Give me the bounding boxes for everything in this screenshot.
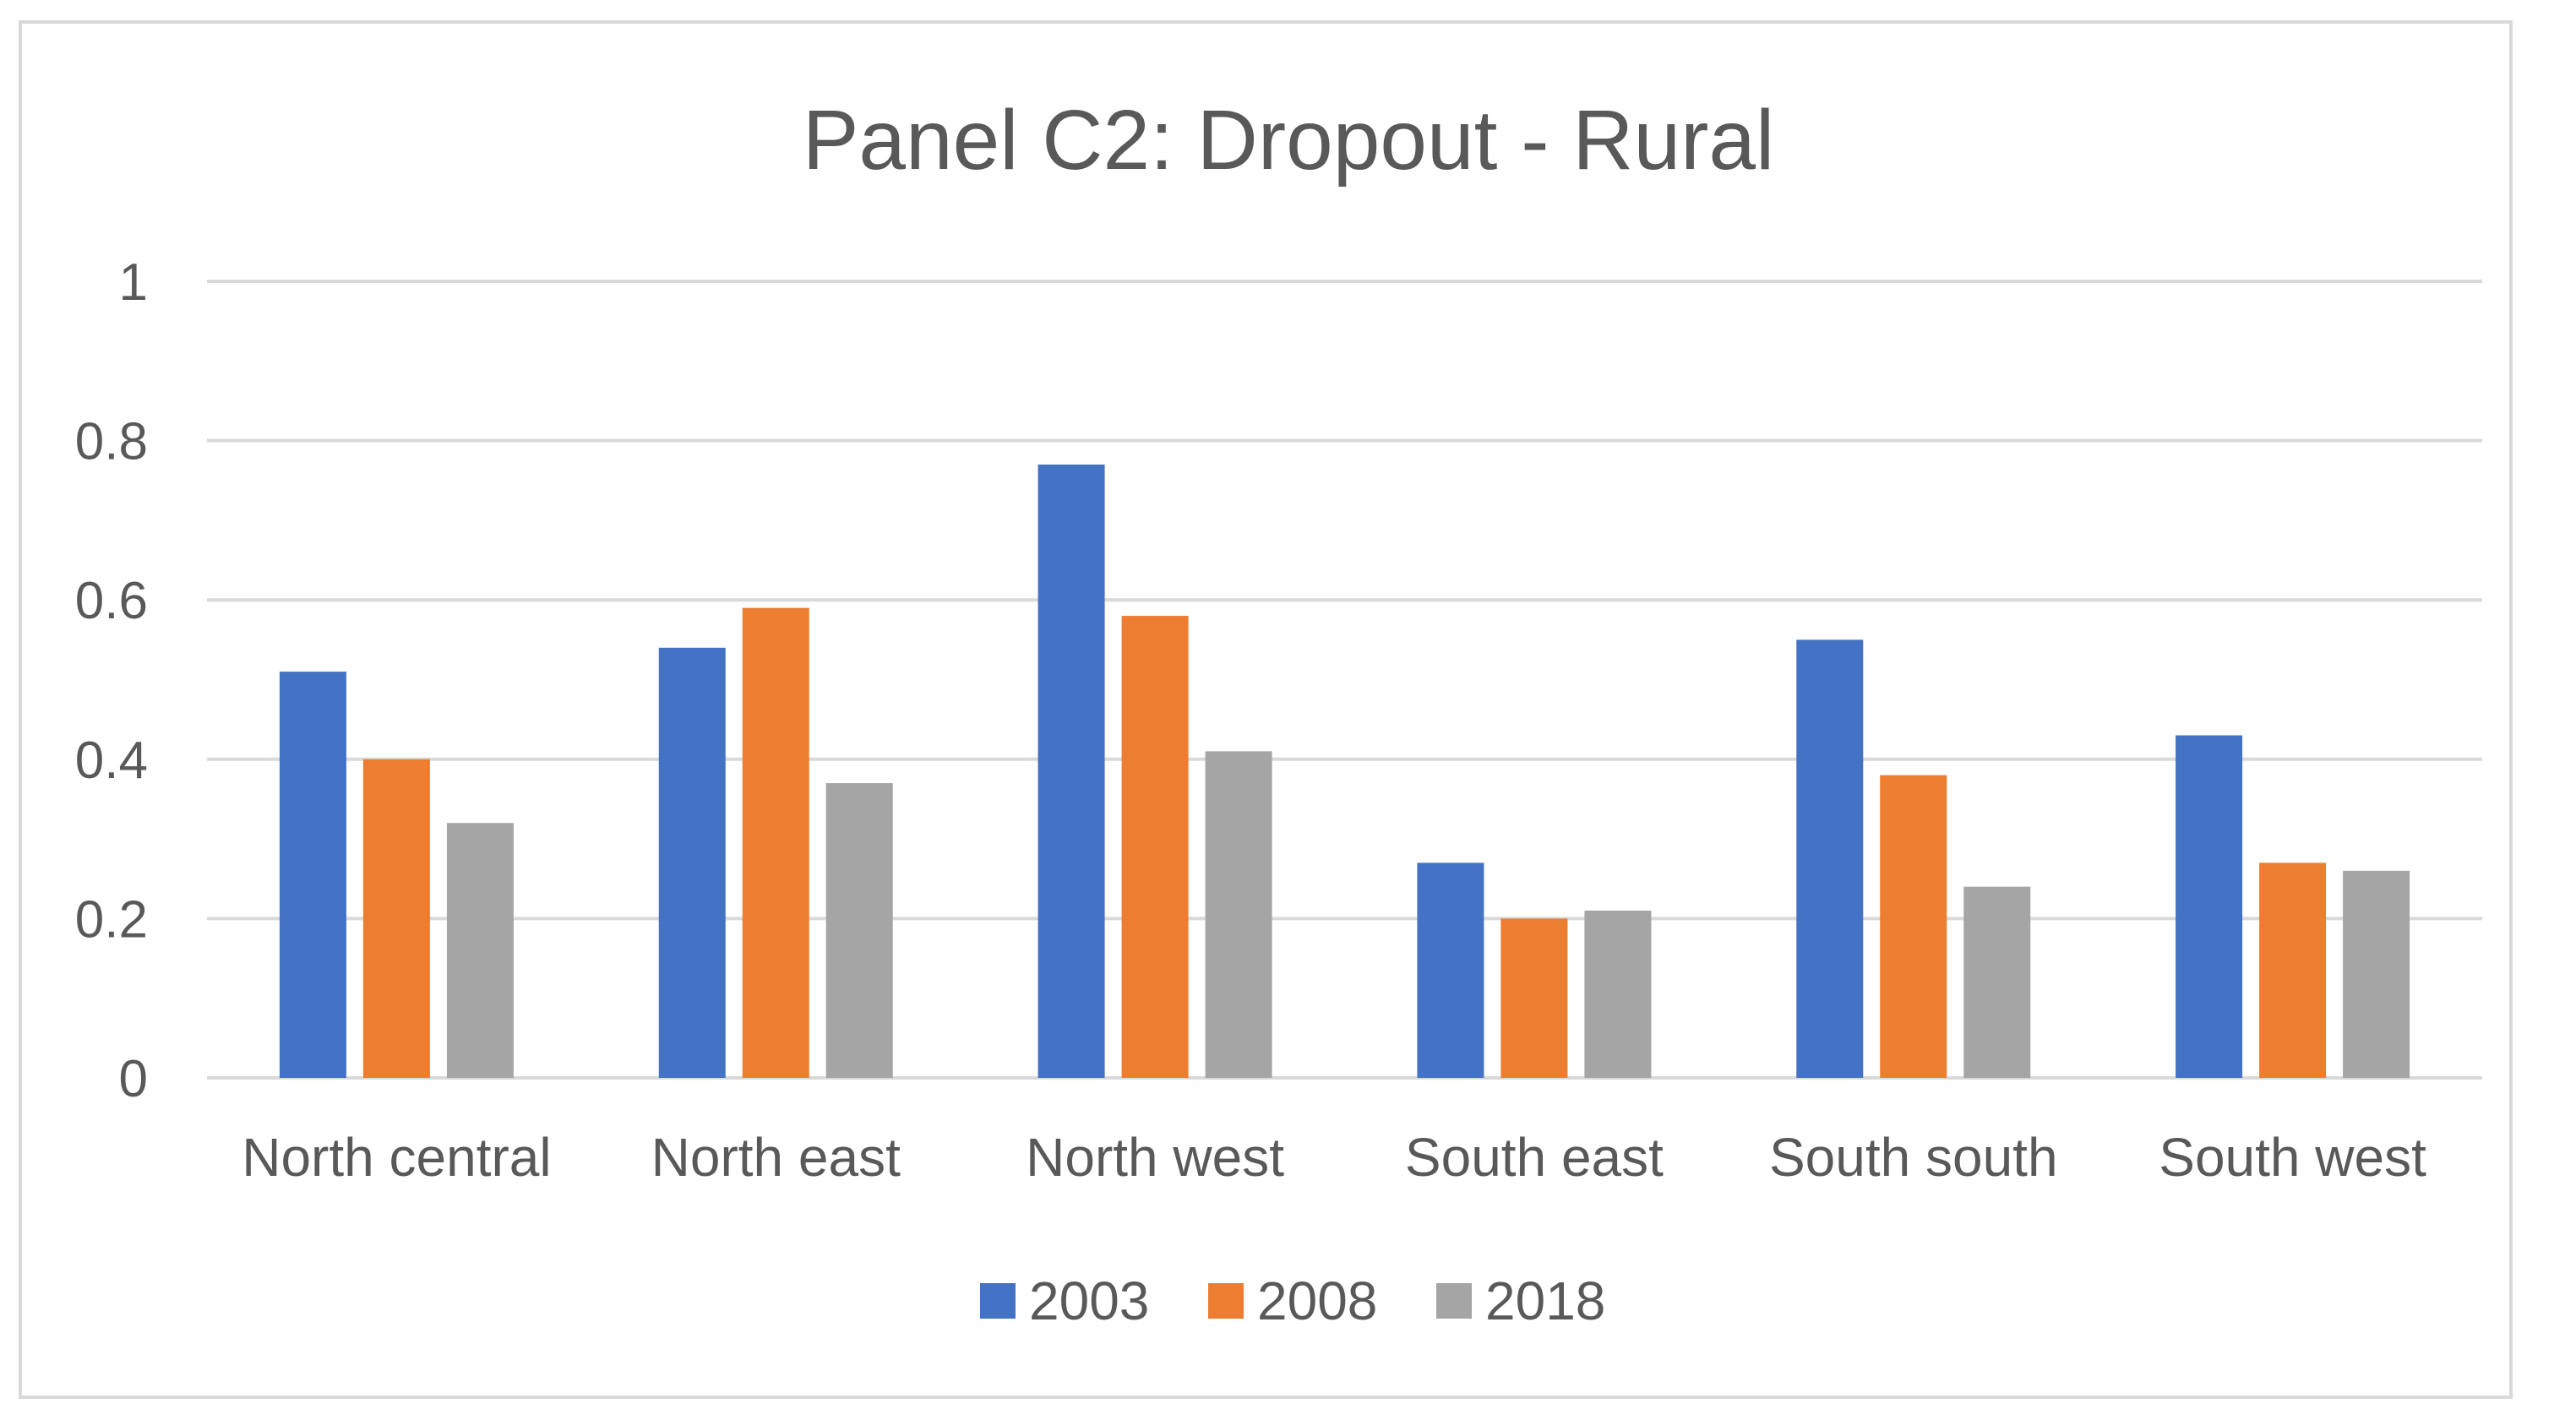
bar-2003-3 <box>1417 862 1484 1078</box>
bar-2003-1 <box>658 647 726 1078</box>
bar-2008-0 <box>362 759 430 1078</box>
x-category-label: South east <box>1405 1127 1664 1188</box>
y-tick-label: 0.2 <box>75 890 148 949</box>
y-tick-label: 0.8 <box>75 413 148 471</box>
bar-2018-5 <box>2343 870 2410 1078</box>
legend-swatch-2018 <box>1436 1283 1472 1319</box>
bar-2008-3 <box>1500 918 1568 1078</box>
legend-label: 2003 <box>1029 1270 1149 1331</box>
x-category-label: South south <box>1769 1127 2058 1188</box>
bar-2018-0 <box>446 823 514 1078</box>
x-category-label: North west <box>1026 1127 1284 1188</box>
y-tick-label: 1 <box>119 253 148 312</box>
x-category-label: South west <box>2159 1127 2426 1188</box>
bar-2008-4 <box>1880 775 1947 1078</box>
bar-2008-5 <box>2259 862 2327 1078</box>
bar-2018-2 <box>1205 751 1272 1078</box>
bar-2018-1 <box>825 783 893 1078</box>
x-axis-categories: North central North east North west South e… <box>242 1127 2426 1188</box>
y-axis-ticks: 0 0.2 0.4 0.6 0.8 1 <box>75 253 148 1108</box>
gridlines <box>207 280 2482 1080</box>
bar-2003-4 <box>1796 639 1864 1078</box>
legend-label: 2008 <box>1257 1270 1377 1331</box>
bar-2003-0 <box>279 672 346 1078</box>
legend-label: 2018 <box>1485 1270 1605 1331</box>
bar-2003-5 <box>2176 735 2243 1078</box>
bar-2018-3 <box>1584 910 1652 1078</box>
y-tick-label: 0.6 <box>75 572 148 630</box>
y-tick-label: 0.4 <box>75 732 148 790</box>
legend-swatch-2008 <box>1208 1283 1244 1319</box>
y-tick-label: 0 <box>119 1050 148 1108</box>
bars <box>279 464 2410 1078</box>
bar-2003-2 <box>1037 464 1105 1078</box>
bar-2008-2 <box>1121 616 1189 1078</box>
chart-title: Panel C2: Dropout - Rural <box>803 93 1775 188</box>
x-category-label: North central <box>242 1127 551 1188</box>
legend-swatch-2003 <box>980 1283 1016 1319</box>
bar-2018-4 <box>1963 886 2031 1078</box>
x-category-label: North east <box>651 1127 901 1188</box>
bar-2008-1 <box>742 607 809 1078</box>
chart-frame <box>19 20 2513 1399</box>
legend: 2003 2008 2018 <box>980 1270 1605 1331</box>
